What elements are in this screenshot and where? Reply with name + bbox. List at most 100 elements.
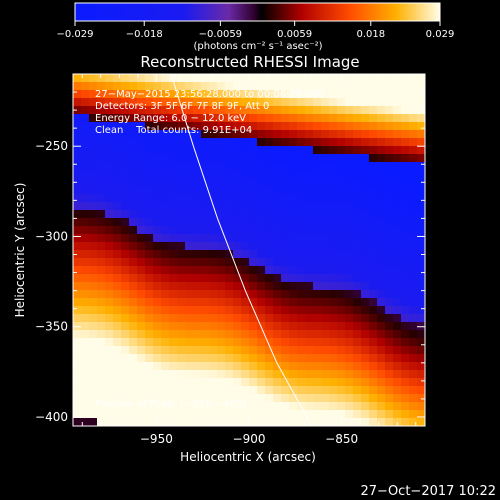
heatmap-cell [321, 322, 330, 331]
heatmap-cell [297, 250, 306, 259]
heatmap-cell [249, 122, 258, 131]
heatmap-cell [401, 378, 410, 387]
heatmap-cell [289, 394, 298, 403]
heatmap-cell [305, 154, 314, 163]
heatmap-cell [105, 130, 114, 139]
heatmap-cell [73, 122, 82, 131]
heatmap-cell [169, 306, 178, 315]
heatmap-cell [273, 410, 282, 419]
heatmap-cell [417, 266, 425, 275]
heatmap-cell [185, 186, 194, 195]
heatmap-cell [321, 106, 330, 115]
heatmap-cell [289, 370, 298, 379]
heatmap-cell [177, 82, 186, 91]
heatmap-cell [209, 346, 218, 355]
heatmap-cell [305, 330, 314, 339]
heatmap-cell [137, 226, 146, 235]
heatmap-cell [225, 98, 234, 107]
heatmap-cell [73, 226, 82, 235]
heatmap-cell [233, 330, 242, 339]
heatmap-cell [345, 242, 354, 251]
heatmap-cell [345, 378, 354, 387]
heatmap-cell [137, 274, 146, 283]
heatmap-cell [209, 266, 218, 275]
heatmap-cell [417, 186, 425, 195]
heatmap-cell [209, 170, 218, 179]
heatmap-cell [217, 346, 226, 355]
heatmap-cell [369, 194, 378, 203]
heatmap-cell [393, 146, 402, 155]
heatmap-cell [209, 82, 218, 91]
heatmap-cell [329, 418, 338, 426]
heatmap-cell [297, 282, 306, 291]
heatmap-cell [225, 418, 234, 426]
heatmap-cell [265, 146, 274, 155]
heatmap-cell [73, 234, 82, 243]
heatmap-cell [305, 394, 314, 403]
heatmap-cell [193, 226, 202, 235]
heatmap-cell [225, 282, 234, 291]
heatmap-cell [257, 146, 266, 155]
heatmap-cell [369, 354, 378, 363]
heatmap-cell [241, 210, 250, 219]
heatmap-cell [353, 274, 362, 283]
heatmap-cell [217, 386, 226, 395]
heatmap-cell [281, 122, 290, 131]
heatmap-cell [193, 122, 202, 131]
heatmap-cell [137, 82, 146, 91]
heatmap-cell [289, 314, 298, 323]
heatmap-cell [113, 266, 122, 275]
heatmap-cell [161, 114, 170, 123]
heatmap-cell [89, 330, 98, 339]
heatmap-cell [265, 210, 274, 219]
heatmap-cell [417, 242, 425, 251]
heatmap-cell [97, 202, 106, 211]
heatmap-cell [209, 106, 218, 115]
heatmap-cell [305, 186, 314, 195]
heatmap-cell [105, 82, 114, 91]
heatmap-cell [281, 418, 290, 426]
heatmap-cell [345, 322, 354, 331]
heatmap-cell [385, 122, 394, 131]
heatmap-cell [345, 226, 354, 235]
heatmap-cell [129, 178, 138, 187]
heatmap-cell [249, 154, 258, 163]
heatmap-cell [313, 186, 322, 195]
heatmap-cell [257, 402, 266, 411]
heatmap-cell [97, 338, 106, 347]
heatmap-cell [401, 394, 410, 403]
heatmap-cell [297, 90, 306, 99]
heatmap-cell [145, 322, 154, 331]
heatmap-cell [289, 354, 298, 363]
heatmap-cell [417, 146, 425, 155]
heatmap-cell [217, 410, 226, 419]
heatmap-cell [377, 162, 386, 171]
heatmap-cell [345, 394, 354, 403]
heatmap-cell [241, 170, 250, 179]
heatmap-cell [113, 290, 122, 299]
heatmap-cell [361, 186, 370, 195]
heatmap-cell [369, 74, 378, 83]
chart-title: Reconstructed RHESSI Image [140, 53, 359, 71]
heatmap-cell [417, 370, 425, 379]
heatmap-cell [209, 402, 218, 411]
heatmap-cell [129, 362, 138, 371]
heatmap-cell [129, 370, 138, 379]
heatmap-cell [113, 210, 122, 219]
heatmap-cell [105, 146, 114, 155]
heatmap-cell [137, 330, 146, 339]
heatmap-cell [81, 410, 90, 419]
heatmap-cell [257, 74, 266, 83]
heatmap-cell [241, 186, 250, 195]
heatmap-cell [241, 258, 250, 267]
heatmap-cell [177, 122, 186, 131]
heatmap-cell [329, 410, 338, 419]
heatmap-cell [369, 402, 378, 411]
heatmap-cell [161, 314, 170, 323]
heatmap-cell [185, 194, 194, 203]
heatmap-cell [345, 266, 354, 275]
heatmap-cell [409, 226, 418, 235]
heatmap-cell [337, 394, 346, 403]
heatmap-cell [345, 346, 354, 355]
